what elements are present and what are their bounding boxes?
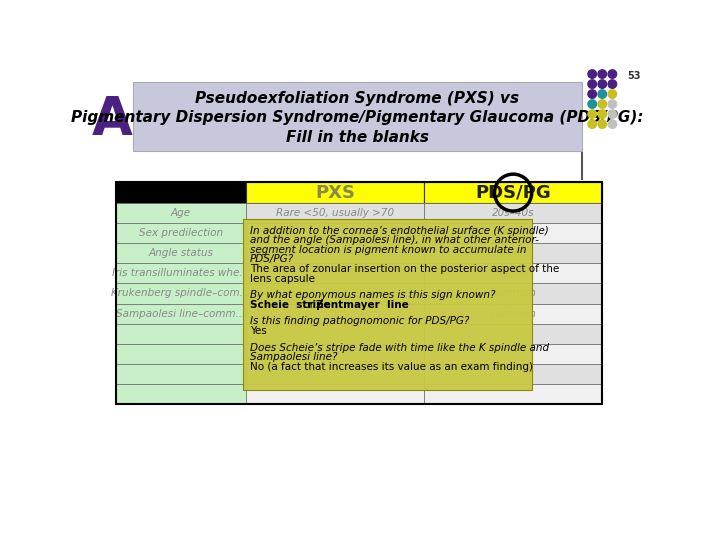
Bar	[424, 182, 602, 204]
Text: Radial: Radial	[497, 268, 529, 279]
Bar	[246, 244, 424, 264]
Bar	[116, 264, 246, 284]
Circle shape	[608, 110, 616, 118]
Bar	[116, 323, 246, 343]
Text: No (a fact that increases its value as an exam finding): No (a fact that increases its value as a…	[250, 362, 533, 372]
Bar	[116, 343, 246, 363]
Circle shape	[598, 70, 606, 78]
Text: Angle status: Angle status	[148, 248, 213, 259]
Bar	[116, 204, 246, 224]
Bar	[424, 204, 602, 224]
Text: lens capsule: lens capsule	[250, 274, 315, 284]
Text: A: A	[91, 94, 132, 146]
Circle shape	[598, 80, 606, 88]
Circle shape	[588, 90, 596, 98]
Text: PDS/PG: PDS/PG	[475, 184, 551, 201]
Bar	[132, 82, 582, 151]
Circle shape	[608, 80, 616, 88]
Bar	[424, 363, 602, 383]
Text: Does Scheie’s stripe fade with time like the K spindle and: Does Scheie’s stripe fade with time like…	[250, 342, 549, 353]
Bar	[424, 303, 602, 323]
Bar	[246, 383, 424, 403]
Text: segment location is pigment known to accumulate in: segment location is pigment known to acc…	[250, 245, 526, 255]
Circle shape	[608, 120, 616, 129]
Text: or: or	[300, 300, 318, 310]
Text: Pseudoexfoliation Syndrome (PXS) vs: Pseudoexfoliation Syndrome (PXS) vs	[195, 91, 519, 106]
Bar	[424, 244, 602, 264]
Circle shape	[588, 80, 596, 88]
Text: Open: Open	[499, 248, 527, 259]
Bar	[246, 182, 424, 204]
Bar	[424, 284, 602, 303]
Text: Iris transilluminates whe...: Iris transilluminates whe...	[112, 268, 249, 279]
Bar	[246, 303, 424, 323]
Bar	[424, 343, 602, 363]
Bar	[424, 323, 602, 343]
Bar	[246, 204, 424, 224]
Bar	[116, 383, 246, 403]
Text: Age: Age	[171, 208, 191, 218]
Bar	[424, 224, 602, 244]
Circle shape	[608, 90, 616, 98]
Text: Zentmayer  line: Zentmayer line	[315, 300, 408, 310]
Bar	[116, 224, 246, 244]
Text: Is this finding pathognomonic for PDS/PG?: Is this finding pathognomonic for PDS/PG…	[250, 316, 469, 327]
Text: Rare <50, usually >70: Rare <50, usually >70	[276, 208, 394, 218]
Text: Common: Common	[490, 308, 536, 319]
Circle shape	[608, 70, 616, 78]
Bar	[424, 264, 602, 284]
Text: PXS: PXS	[315, 184, 355, 201]
Bar	[246, 284, 424, 303]
Bar	[116, 284, 246, 303]
Text: Pigmentary Dispersion Syndrome/Pigmentary Glaucoma (PDS/PG):: Pigmentary Dispersion Syndrome/Pigmentar…	[71, 111, 644, 125]
Circle shape	[588, 110, 596, 118]
Text: Sampaolesi line–comm...: Sampaolesi line–comm...	[116, 308, 246, 319]
Text: Sex predilection: Sex predilection	[139, 228, 222, 239]
Bar	[243, 219, 532, 389]
Text: Krukenberg spindle–com...: Krukenberg spindle–com...	[112, 288, 250, 299]
Bar	[116, 182, 246, 204]
Circle shape	[598, 100, 606, 109]
Bar	[246, 224, 424, 244]
Bar	[116, 244, 246, 264]
Circle shape	[608, 100, 616, 109]
Circle shape	[598, 90, 606, 98]
Bar	[116, 303, 246, 323]
Bar	[116, 182, 602, 403]
Text: Scheie  stripe: Scheie stripe	[250, 300, 330, 310]
Text: Sampaolesi line?: Sampaolesi line?	[250, 352, 337, 362]
Text: In addition to the cornea’s endothelial surface (K spindle): In addition to the cornea’s endothelial …	[250, 226, 549, 235]
Bar	[116, 363, 246, 383]
Circle shape	[588, 100, 596, 109]
Text: Yes: Yes	[250, 326, 266, 336]
Bar	[246, 363, 424, 383]
Text: M>F: M>F	[501, 228, 525, 239]
Text: 20s–40s: 20s–40s	[492, 208, 534, 218]
Bar	[246, 264, 424, 284]
Text: and the angle (Sampaolesi line), in what other anterior-: and the angle (Sampaolesi line), in what…	[250, 235, 539, 245]
Circle shape	[598, 120, 606, 129]
Text: Common: Common	[490, 288, 536, 299]
Text: 53: 53	[626, 71, 640, 81]
Text: The area of zonular insertion on the posterior aspect of the: The area of zonular insertion on the pos…	[250, 264, 559, 274]
Bar	[424, 383, 602, 403]
Circle shape	[598, 110, 606, 118]
Text: Fill in the blanks: Fill in the blanks	[286, 130, 429, 145]
Text: PDS/PG?: PDS/PG?	[250, 254, 294, 265]
Circle shape	[588, 70, 596, 78]
Circle shape	[588, 120, 596, 129]
Bar	[246, 323, 424, 343]
Text: By what eponymous names is this sign known?: By what eponymous names is this sign kno…	[250, 291, 495, 300]
Bar	[246, 343, 424, 363]
